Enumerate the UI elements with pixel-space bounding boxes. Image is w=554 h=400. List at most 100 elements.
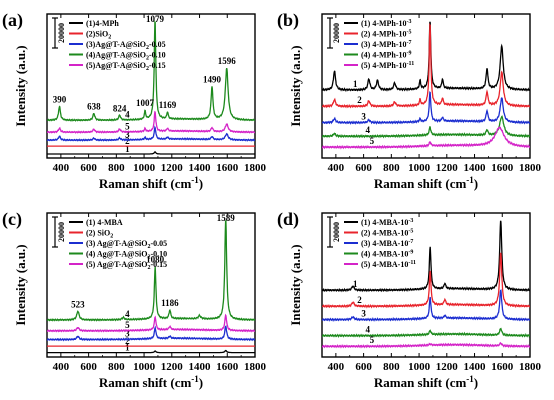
legend-entry-text: (5) 4-MPh-10 <box>361 61 407 70</box>
x-tick-label: 600 <box>355 361 372 373</box>
legend-entry-sub: 2 <box>147 265 150 271</box>
legend-entry: (4) 4-MPh-10-9 <box>361 51 412 60</box>
legend-entry-tail: -0.15 <box>150 260 167 269</box>
legend-entry-sup: -5 <box>407 30 412 36</box>
peak-label: 523 <box>71 300 85 310</box>
x-axis-label: Raman shift (cm-1) <box>374 175 478 191</box>
x-tick-label: 800 <box>383 162 400 174</box>
legend-entry-sup: -7 <box>408 239 413 245</box>
x-axis-label-tail: ) <box>199 375 203 390</box>
legend-entry-tail: -0.05 <box>150 239 167 248</box>
curve-number-label: 5 <box>370 335 375 345</box>
x-axis-label-tail: ) <box>474 375 478 390</box>
series-line <box>322 21 530 93</box>
peak-label: 390 <box>53 95 67 105</box>
curve-number-label: 3 <box>125 329 130 339</box>
x-tick-label: 1000 <box>133 162 156 174</box>
x-tick-label: 1600 <box>491 361 514 373</box>
x-tick-label: 1200 <box>436 361 459 373</box>
legend-entry-text: (2)SiO <box>86 30 108 39</box>
peak-label: 1169 <box>159 100 177 110</box>
legend-entry: (5) 4-MBA-10-11 <box>361 260 416 269</box>
legend-entry: (2)SiO2 <box>86 30 111 41</box>
legend-entry-text: (1)4-MPh <box>86 19 119 28</box>
x-tick-label: 400 <box>53 162 70 174</box>
series-line <box>322 22 530 109</box>
x-axis-label-tail: ) <box>474 176 478 191</box>
series-line <box>322 341 530 349</box>
peak-label: 1007 <box>136 98 155 108</box>
x-axis-label-sup: -1 <box>191 175 199 185</box>
panel-a: 400 600 800 1000 1200 1400 1600 1800 Raman shift… <box>2 10 267 191</box>
series-line <box>322 252 530 309</box>
legend-entry-sup: -7 <box>407 40 412 46</box>
curve-number-label: 5 <box>125 121 130 131</box>
x-tick-label: 1000 <box>408 162 431 174</box>
peak-label: 1186 <box>161 298 179 308</box>
y-axis-label: Intensity (a.u.) <box>13 45 28 126</box>
x-axis-label-sup: -1 <box>466 175 474 185</box>
curve-number-label: 3 <box>125 129 130 139</box>
panel-letter: (d) <box>277 209 299 230</box>
legend-entry: (3) 4-MPh-10-7 <box>361 40 412 49</box>
x-tick-label: 1600 <box>216 361 239 373</box>
curve-number-label: 5 <box>370 136 375 146</box>
x-tick-label: 1200 <box>161 162 184 174</box>
legend-entry: (4)Ag@T-A@SiO2-0.10 <box>86 51 166 62</box>
x-tick-label: 1800 <box>519 162 542 174</box>
x-tick-label: 1400 <box>189 361 212 373</box>
legend-entry-sub: 2 <box>110 234 113 240</box>
legend-entry-text: (2) SiO <box>86 229 110 238</box>
curve-number-label: 2 <box>357 95 362 105</box>
legend-entry-text: (1) 4-MBA-10 <box>361 218 408 227</box>
x-axis-label-text: Raman shift (cm <box>99 375 192 390</box>
curve-number-label: 1 <box>353 279 358 289</box>
x-axis-label-text: Raman shift (cm <box>374 375 467 390</box>
legend-entry-text: (3) 4-MPh-10 <box>361 40 407 49</box>
curve-number-label: 2 <box>125 336 130 346</box>
legend-entry-sub: 2 <box>146 56 149 62</box>
legend-entry: (3) Ag@T-A@SiO2-0.05 <box>86 239 167 250</box>
curve-number-label: 2 <box>125 136 130 146</box>
x-tick-label: 800 <box>108 162 125 174</box>
panel-letter: (b) <box>277 10 299 31</box>
series-line <box>47 313 255 333</box>
legend-entry: (5) Ag@T-A@SiO2-0.15 <box>86 260 167 271</box>
legend-entry-text: (2) 4-MPh-10 <box>361 30 407 39</box>
y-axis-label: Intensity (a.u.) <box>288 45 303 126</box>
legend-entry-sub: 2 <box>146 45 149 51</box>
x-tick-label: 1800 <box>519 361 542 373</box>
scale-bar-label: 20000 <box>57 222 66 242</box>
y-axis-label: Intensity (a.u.) <box>288 244 303 325</box>
x-axis-label-sup: -1 <box>191 374 199 384</box>
x-tick-label: 400 <box>328 162 345 174</box>
legend-entry-text: (5) Ag@T-A@SiO <box>86 260 147 269</box>
panel-d: 400 600 800 1000 1200 1400 1600 1800 Raman shift… <box>277 209 542 390</box>
series-line <box>47 125 255 142</box>
curve-number-label: 1 <box>125 343 130 353</box>
x-axis-label-text: Raman shift (cm <box>99 176 192 191</box>
legend-entry: (1) 4-MBA <box>86 218 123 227</box>
legend-entry-text: (4) Ag@T-A@SiO <box>86 250 147 259</box>
peak-label: 1490 <box>203 74 222 84</box>
legend-entry: (2) 4-MBA-10-5 <box>361 229 413 238</box>
x-axis-label-tail: ) <box>199 176 203 191</box>
series-line <box>322 289 530 322</box>
legend-entry-text: (4)Ag@T-A@SiO <box>86 51 146 60</box>
legend-entry-text: (3)Ag@T-A@SiO <box>86 40 146 49</box>
legend-entry: (2) 4-MPh-10-5 <box>361 30 412 39</box>
legend-entry-text: (1) 4-MBA <box>86 218 123 227</box>
legend-entry: (1) 4-MPh-10-3 <box>361 19 412 28</box>
legend-entry-tail: -0.10 <box>149 51 166 60</box>
legend-entry-sup: -11 <box>408 260 416 266</box>
series-line <box>47 325 255 342</box>
peak-label: 1589 <box>217 213 236 223</box>
series-line <box>47 20 255 122</box>
legend-entry-text: (4) 4-MPh-10 <box>361 51 407 60</box>
curve-number-label: 4 <box>125 309 130 319</box>
curve-number-label: 1 <box>353 79 358 89</box>
curve-number-label: 1 <box>125 144 130 154</box>
legend-entry-text: (5) 4-MBA-10 <box>361 260 408 269</box>
x-axis-label-text: Raman shift (cm <box>374 176 467 191</box>
curve-number-label: 4 <box>366 125 371 135</box>
